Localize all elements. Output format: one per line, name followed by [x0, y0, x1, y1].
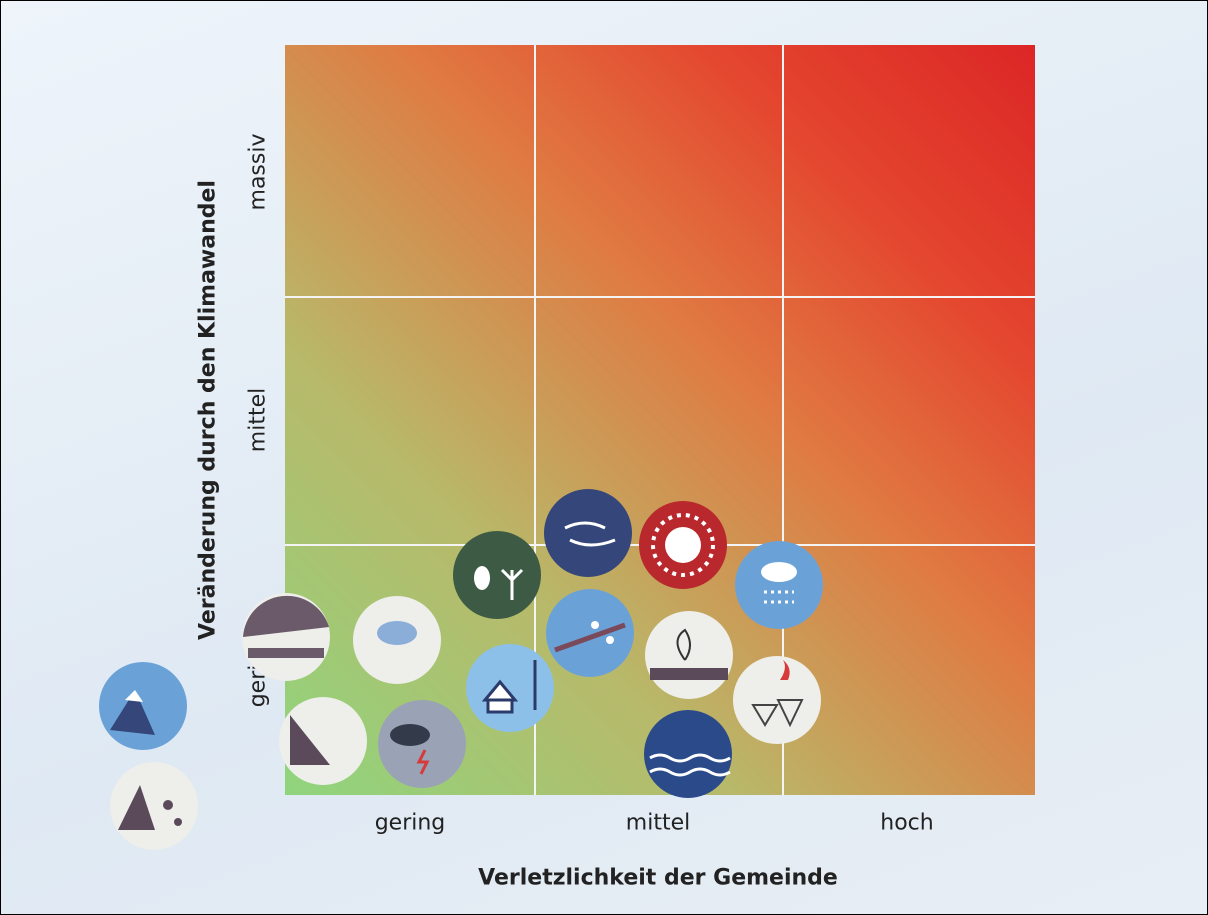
x-level: gering — [374, 810, 446, 836]
icon-wind — [544, 489, 632, 577]
icon-flood — [644, 710, 732, 798]
icon-drought — [645, 611, 733, 699]
icon-thunderstorm — [378, 700, 466, 788]
icon-hail-storm — [242, 593, 330, 681]
icon-avalanche — [99, 662, 187, 750]
icon-rockfall — [110, 762, 198, 850]
grid-line — [782, 45, 784, 795]
x-level: hoch — [880, 810, 934, 836]
x-axis-title: Verletzlichkeit der Gemeinde — [478, 865, 838, 891]
icon-snow — [466, 644, 554, 732]
grid-line — [285, 296, 1035, 298]
x-level: mittel — [625, 810, 691, 836]
icon-forest-fire — [733, 656, 821, 744]
icon-cloud — [353, 596, 441, 684]
icon-heavy-rain — [735, 541, 823, 629]
icon-landslide — [279, 697, 367, 785]
grid-line — [534, 45, 536, 795]
icon-pests — [453, 531, 541, 619]
icon-heat — [639, 501, 727, 589]
icon-late-frost — [546, 589, 634, 677]
